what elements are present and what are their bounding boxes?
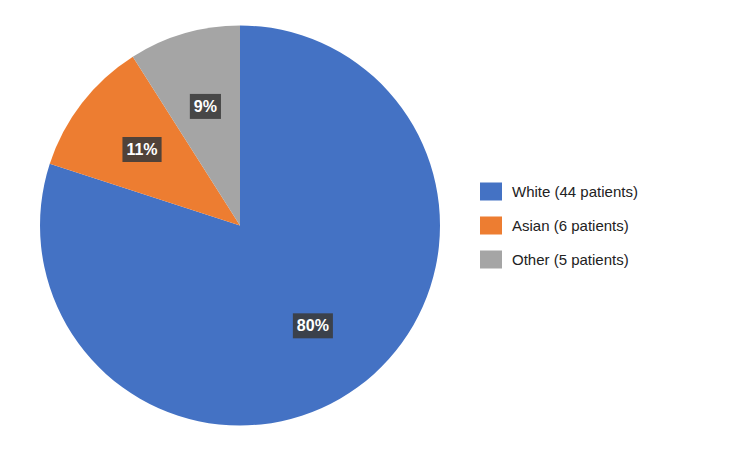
- legend-label: Other (5 patients): [512, 251, 629, 268]
- legend-item: White (44 patients): [480, 183, 638, 201]
- data-label: 11%: [126, 141, 157, 158]
- data-label-background: [122, 137, 161, 162]
- data-label-background: [293, 313, 333, 338]
- pie-slice: [40, 25, 440, 425]
- data-label-background: [190, 94, 221, 119]
- legend-label: White (44 patients): [512, 183, 638, 200]
- chart: 80% 11% 9% White (44 patients) Asian (6 pati…: [0, 0, 752, 451]
- data-label: 80%: [297, 317, 329, 334]
- legend-item: Asian (6 patients): [480, 217, 629, 235]
- pie-slice: [133, 26, 240, 226]
- legend-label: Asian (6 patients): [512, 217, 629, 234]
- data-label: 9%: [194, 98, 217, 115]
- legend-swatch: [480, 183, 502, 201]
- data-label-group: 9%: [190, 94, 221, 119]
- legend-item: Other (5 patients): [480, 251, 629, 269]
- legend-swatch: [480, 251, 502, 269]
- data-labels: 80% 11% 9%: [122, 94, 332, 338]
- legend: White (44 patients) Asian (6 patients) Oth…: [480, 183, 638, 269]
- legend-swatch: [480, 217, 502, 235]
- data-label-group: 80%: [293, 313, 333, 338]
- pie: [40, 25, 440, 425]
- data-label-group: 11%: [122, 137, 161, 162]
